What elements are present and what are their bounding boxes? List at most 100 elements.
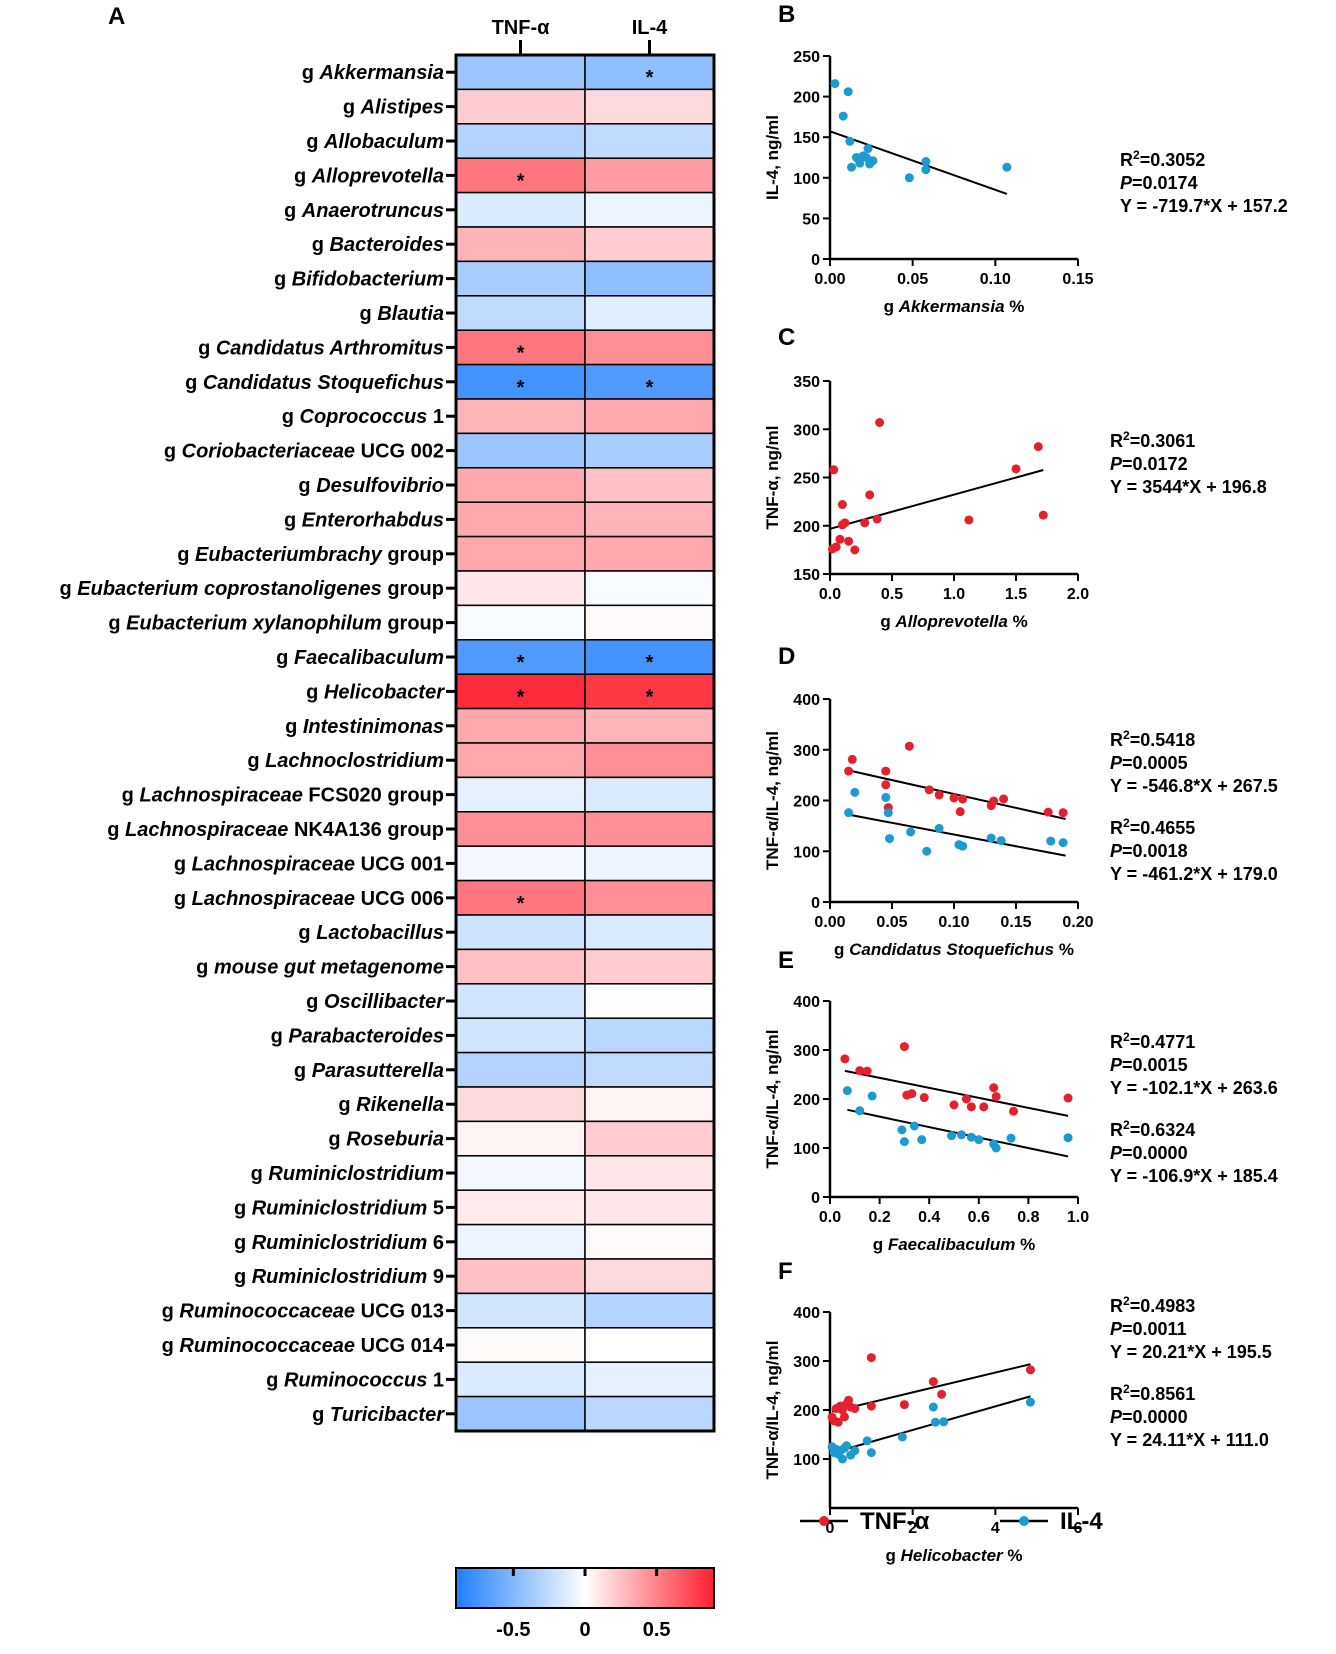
data-point [850, 545, 860, 555]
row-label-prefix: g [247, 750, 265, 772]
row-label-prefix: g [282, 406, 300, 428]
row-label-taxon: Coriobacteriaceae [182, 441, 355, 463]
row-label-taxon: Ruminiclostridium [252, 1266, 428, 1288]
row-label-taxon: Ruminococcaceae [179, 1301, 355, 1323]
panel-label: B [778, 1, 795, 28]
data-point [829, 465, 839, 475]
row-label-prefix: g [234, 1197, 252, 1219]
stat-r2-label: R [1110, 1384, 1123, 1404]
heatmap-cell [584, 398, 715, 435]
stat-equation: Y = 20.21*X + 195.5 [1110, 1342, 1272, 1362]
y-tick-label: 300 [793, 743, 820, 760]
data-point [958, 841, 968, 851]
data-point [966, 1132, 976, 1142]
x-tick-label: 2 [908, 1520, 917, 1537]
heatmap-cell [455, 1155, 586, 1191]
row-label-prefix: g [298, 475, 316, 497]
stat-r2-value: =0.4983 [1130, 1296, 1196, 1316]
heatmap-cell [455, 1120, 586, 1157]
significance-marker: * [517, 377, 525, 399]
heatmap-cell [584, 501, 715, 538]
row-label-suffix: UCG 002 [355, 441, 444, 463]
row-label-prefix: g [294, 1060, 312, 1082]
significance-marker: * [646, 652, 654, 674]
row-label-suffix: UCG 013 [355, 1301, 444, 1323]
row-label-taxon: Lachnospiraceae [192, 888, 355, 910]
stat-r2-superscript: 2 [1123, 728, 1130, 742]
data-point [866, 1353, 876, 1363]
heatmap-cell [584, 535, 715, 572]
stat-p: P=0.0018 [1110, 841, 1188, 861]
legend-label: TNF-α [860, 1508, 930, 1535]
x-axis-label-prefix: g [886, 1546, 901, 1565]
heatmap-cell [455, 467, 586, 503]
heatmap-cell [584, 604, 715, 641]
row-label-taxon: Roseburia [346, 1129, 444, 1151]
heatmap-cell [584, 1361, 715, 1398]
data-point [1038, 510, 1048, 520]
x-axis-label: g Faecalibaculum % [873, 1235, 1036, 1254]
row-label-taxon: Parabacteroides [288, 1025, 444, 1047]
row-label: g mouse gut metagenome [196, 957, 444, 979]
stat-p-value: =0.0172 [1122, 454, 1188, 474]
data-point [904, 173, 914, 183]
stat-r2-value: =0.4655 [1130, 818, 1196, 838]
x-tick-label: 2.0 [1067, 586, 1089, 603]
row-label: g Ruminiclostridium [251, 1163, 444, 1185]
row-label-prefix: g [174, 853, 192, 875]
x-tick-label: 0.4 [918, 1209, 940, 1226]
data-point [904, 741, 914, 751]
data-point [862, 1066, 872, 1076]
data-point [844, 536, 854, 546]
y-tick-label: 400 [793, 994, 820, 1011]
row-label-prefix: g [234, 1266, 252, 1288]
row-label: g Ruminiclostridium 5 [234, 1197, 444, 1219]
y-tick-label: 50 [802, 211, 820, 228]
row-label-prefix: g [251, 1163, 269, 1185]
row-label-prefix: g [271, 1025, 289, 1047]
stat-r2: R2=0.4983 [1110, 1294, 1195, 1316]
y-tick-label: 200 [793, 1092, 820, 1109]
row-label: g Rikenella [338, 1094, 444, 1116]
y-axis-label: TNF-α/IL-4, ng/ml [763, 1341, 782, 1480]
row-label-suffix: 9 [427, 1266, 444, 1288]
row-label-taxon: Ruminococcaceae [179, 1335, 355, 1357]
row-label: g Lachnospiraceae UCG 001 [174, 853, 444, 875]
heatmap-cell [455, 742, 586, 779]
heatmap-cell [455, 707, 586, 744]
stat-r2-label: R [1110, 1032, 1123, 1052]
data-point [899, 1400, 909, 1410]
heatmap-cell [584, 776, 715, 813]
heatmap-cell [584, 432, 715, 469]
y-axis-label: IL-4, ng/ml [763, 115, 782, 200]
heatmap-cell [584, 329, 715, 366]
x-axis-label-prefix: g [873, 1235, 888, 1254]
row-label: g Coriobacteriaceae UCG 002 [164, 441, 444, 463]
legend-label: IL-4 [1060, 1508, 1103, 1535]
data-point [947, 1131, 957, 1141]
heatmap-cell [455, 501, 586, 538]
significance-marker: * [646, 686, 654, 708]
legend: TNF-α IL-4 [800, 1508, 1103, 1535]
row-label: g Helicobacter [306, 681, 445, 703]
heatmap-cell [584, 191, 715, 228]
row-label-taxon: Candidatus Stoquefichus [203, 372, 444, 394]
colorbar-tick-label: 0 [579, 1619, 590, 1641]
stat-p: P=0.0174 [1120, 173, 1198, 193]
stat-equation: Y = 3544*X + 196.8 [1110, 477, 1267, 497]
data-point [928, 1402, 938, 1412]
row-label: g Intestinimonas [285, 716, 444, 738]
heatmap-cell [455, 123, 586, 159]
data-point [1002, 162, 1012, 172]
data-point [837, 1454, 847, 1464]
row-label-prefix: g [298, 922, 316, 944]
x-axis-label-prefix: g [834, 940, 849, 959]
row-label-taxon: Lactobacillus [316, 922, 444, 944]
stat-r2-superscript: 2 [1123, 816, 1130, 830]
fit-line [848, 769, 1066, 820]
row-label: g Lachnospiraceae FCS020 group [122, 785, 444, 807]
x-axis-label: g Alloprevotella % [880, 612, 1027, 631]
heatmap-cell [584, 879, 715, 916]
heatmap-cell [455, 845, 586, 882]
